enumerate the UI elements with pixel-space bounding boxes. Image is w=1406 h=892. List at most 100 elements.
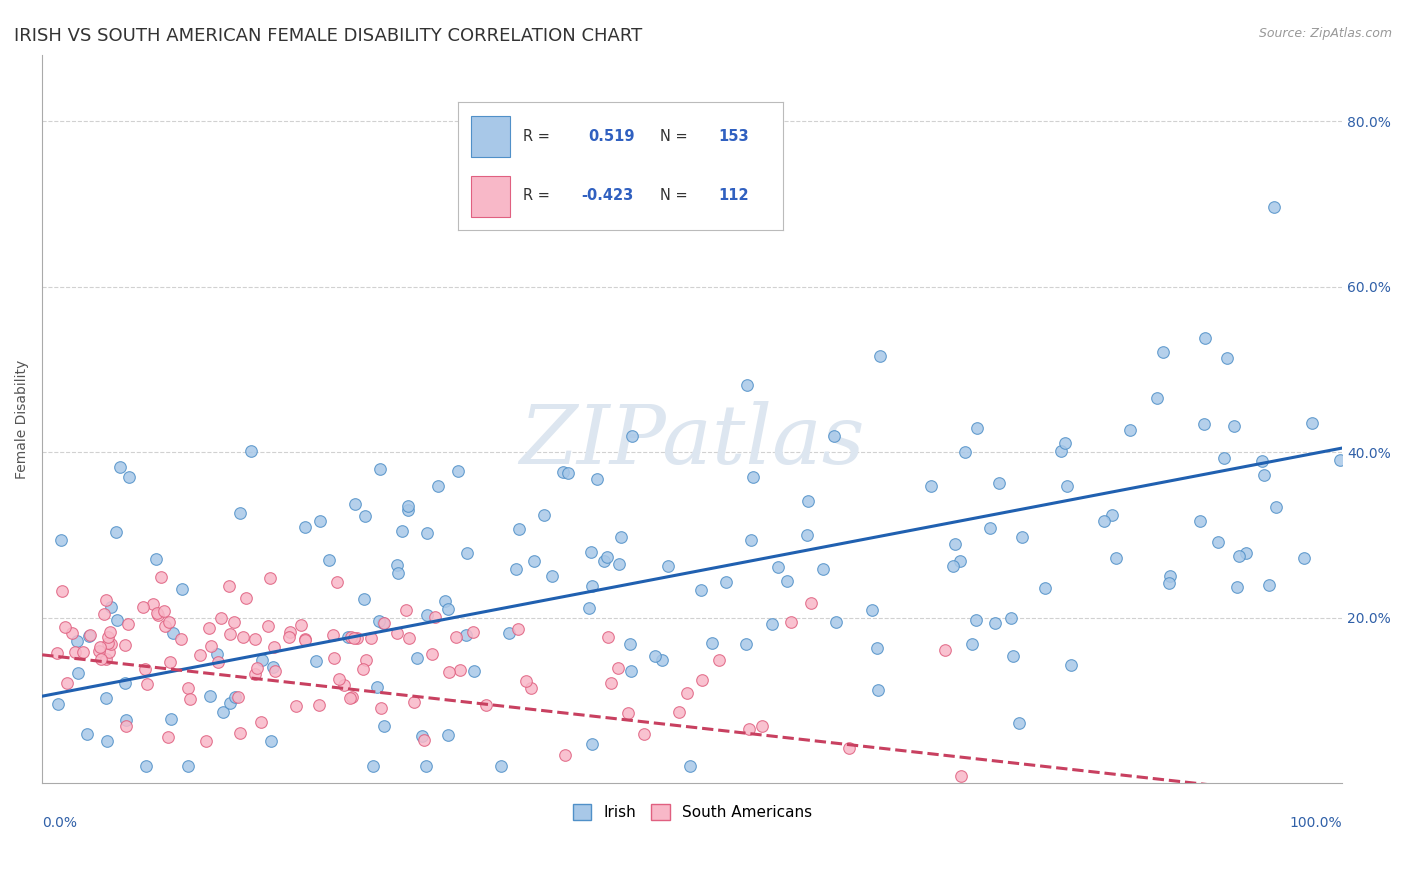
Point	[368, 462, 391, 476]
Point	[396, 503, 419, 517]
Point	[581, 579, 603, 593]
Point	[679, 759, 702, 773]
Point	[114, 676, 136, 690]
Point	[1329, 453, 1351, 467]
Point	[860, 602, 883, 616]
Point	[1008, 716, 1031, 731]
Point	[222, 615, 245, 629]
Point	[738, 723, 761, 737]
Point	[354, 653, 377, 667]
Point	[159, 655, 181, 669]
Point	[157, 615, 180, 629]
Point	[592, 554, 614, 568]
Point	[411, 729, 433, 743]
Point	[585, 472, 607, 486]
Point	[1119, 424, 1142, 438]
Point	[243, 632, 266, 646]
Point	[188, 648, 211, 662]
Point	[866, 682, 889, 697]
Point	[1060, 658, 1083, 673]
Point	[170, 632, 193, 647]
Point	[607, 661, 630, 675]
Point	[224, 690, 246, 704]
Point	[343, 632, 366, 646]
Point	[475, 698, 498, 712]
Point	[93, 607, 115, 621]
Point	[98, 625, 121, 640]
Point	[117, 617, 139, 632]
Point	[651, 653, 673, 667]
Point	[1152, 345, 1174, 359]
Point	[578, 600, 600, 615]
Point	[540, 568, 562, 582]
Point	[360, 631, 382, 645]
Point	[761, 617, 783, 632]
Point	[797, 493, 820, 508]
Point	[412, 733, 434, 747]
Point	[1253, 467, 1275, 482]
Point	[734, 637, 756, 651]
Point	[96, 690, 118, 705]
Point	[177, 759, 200, 773]
Text: ZIPatlas: ZIPatlas	[519, 401, 865, 481]
Point	[869, 349, 891, 363]
Point	[620, 664, 643, 678]
Point	[94, 652, 117, 666]
Point	[97, 636, 120, 650]
Point	[51, 583, 73, 598]
Point	[1159, 569, 1181, 583]
Point	[232, 630, 254, 644]
Point	[100, 599, 122, 614]
Point	[423, 610, 446, 624]
Point	[263, 665, 285, 679]
Point	[506, 622, 529, 636]
Point	[1056, 478, 1078, 492]
Point	[336, 630, 359, 644]
Point	[294, 632, 316, 646]
Point	[159, 712, 181, 726]
Point	[394, 603, 416, 617]
Point	[1227, 549, 1250, 563]
Point	[309, 514, 332, 528]
Point	[53, 620, 76, 634]
Point	[67, 666, 90, 681]
Point	[207, 647, 229, 661]
Point	[1101, 508, 1123, 523]
Point	[508, 522, 530, 536]
Point	[343, 497, 366, 511]
Point	[229, 506, 252, 520]
Point	[131, 599, 153, 614]
Point	[105, 613, 128, 627]
Point	[153, 604, 176, 618]
Point	[740, 533, 762, 548]
Point	[259, 571, 281, 585]
Point	[491, 759, 513, 773]
Point	[373, 616, 395, 631]
Point	[619, 637, 641, 651]
Point	[415, 759, 437, 773]
Text: 0.0%: 0.0%	[42, 816, 77, 830]
Point	[353, 592, 375, 607]
Point	[596, 631, 619, 645]
Point	[420, 648, 443, 662]
Point	[278, 630, 301, 644]
Point	[285, 699, 308, 714]
Point	[1033, 582, 1056, 596]
Point	[322, 628, 344, 642]
Point	[72, 645, 94, 659]
Point	[714, 575, 737, 590]
Point	[363, 759, 385, 773]
Point	[366, 680, 388, 694]
Point	[89, 640, 111, 654]
Point	[250, 653, 273, 667]
Point	[551, 465, 574, 479]
Point	[616, 706, 638, 720]
Point	[96, 734, 118, 748]
Point	[226, 690, 249, 704]
Point	[87, 644, 110, 658]
Point	[966, 614, 988, 628]
Point	[346, 631, 368, 645]
Point	[260, 733, 283, 747]
Point	[437, 728, 460, 742]
Point	[416, 525, 439, 540]
